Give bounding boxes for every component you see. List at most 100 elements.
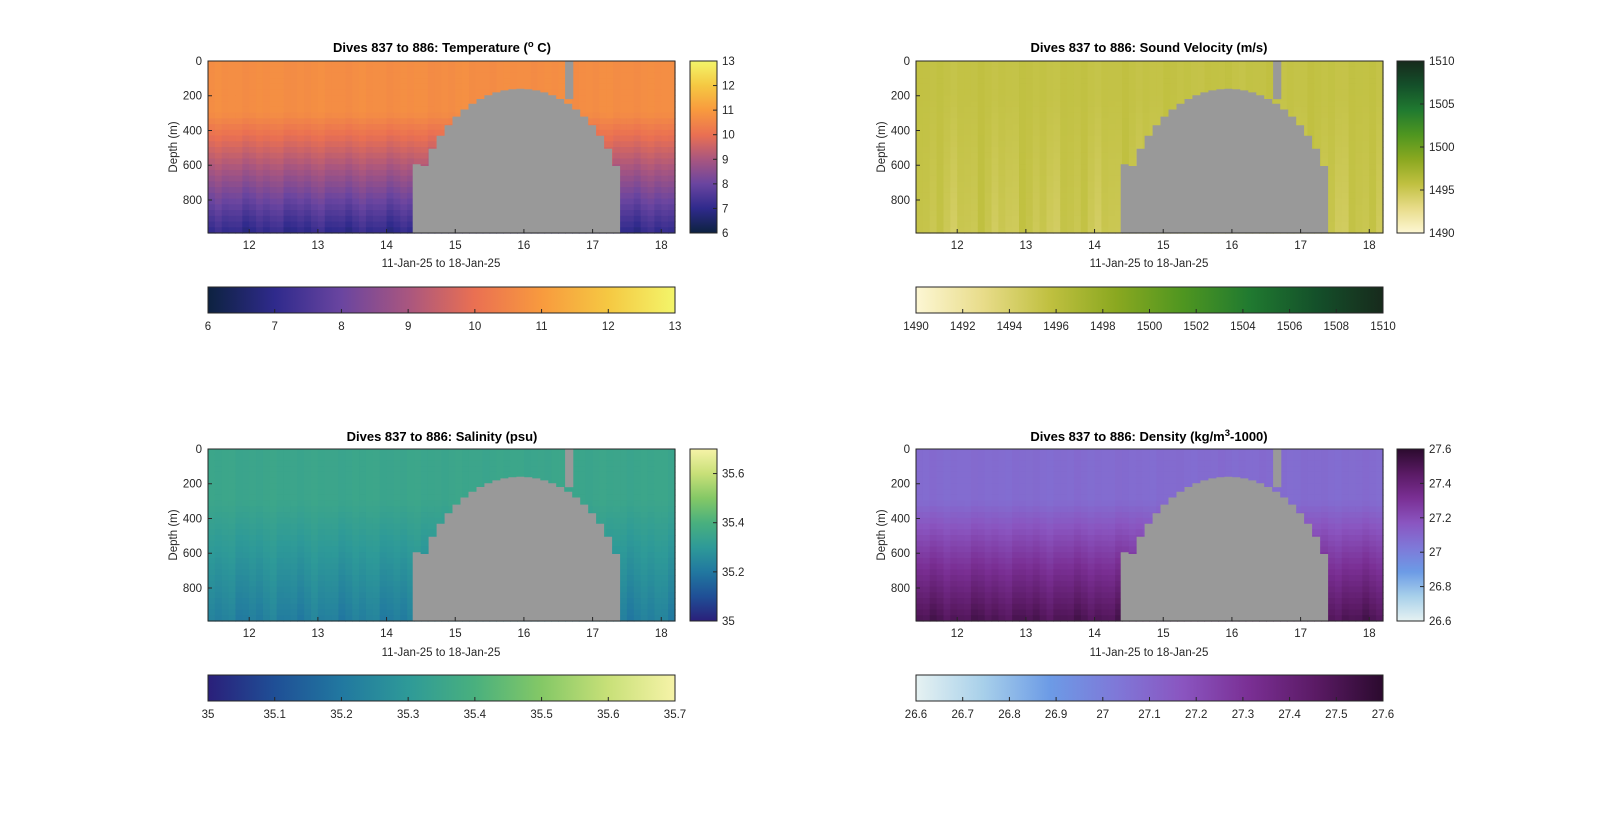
temperature-heatmap-cell (386, 118, 395, 125)
temperature-heatmap-cell (386, 89, 395, 96)
temperature-heatmap-cell (620, 204, 628, 211)
temperature-heatmap-cell (242, 72, 250, 79)
salinity-heatmap-cell (208, 535, 216, 542)
temperature-heatmap-cell (304, 106, 312, 114)
sound-velocity-heatmap-cell (1012, 158, 1020, 165)
salinity-heatmap-cell (256, 546, 264, 553)
salinity-heatmap-cell (262, 454, 271, 462)
temperature-heatmap-cell (599, 61, 607, 68)
sound-velocity-heatmap-cell (929, 124, 938, 131)
sound-velocity-heatmap-cell (984, 106, 993, 114)
sound-velocity-heatmap-cell (929, 83, 938, 91)
temperature-heatmap-cell (235, 129, 243, 137)
sound-velocity-panel: Dives 837 to 886: Sound Velocity (m/s) 1… (876, 40, 1455, 333)
sound-velocity-heatmap-cell (1053, 106, 1061, 114)
sound-velocity-heatmap-cell (1039, 181, 1048, 188)
salinity-heatmap-cell (214, 535, 223, 542)
temperature-heatmap-cell (304, 61, 312, 68)
sound-velocity-heatmap-cell (1252, 83, 1260, 91)
temperature-heatmap-cell (613, 78, 621, 85)
sound-velocity-heatmap-cell (998, 210, 1006, 217)
salinity-heatmap-cell (276, 540, 285, 548)
sound-velocity-heatmap-cell (991, 72, 1000, 79)
sound-velocity-heatmap-cell (1176, 72, 1185, 79)
salinity-heatmap-cell (283, 483, 292, 490)
salinity-heatmap-cell (324, 609, 333, 616)
temperature-heatmap-cell (331, 215, 340, 223)
sound-velocity-heatmap-cell (1300, 112, 1309, 119)
salinity-heatmap-cell (297, 546, 305, 553)
sound-velocity-heatmap-cell (1362, 78, 1370, 85)
temperature-heatmap-cell (221, 198, 230, 205)
temperature-heatmap-cell (626, 147, 635, 154)
sound-velocity-heatmap-cell (1128, 72, 1137, 79)
temperature-heatmap-cell (414, 135, 422, 142)
temperature-x-tick-label: 18 (655, 240, 668, 252)
sound-velocity-heatmap-cell (1341, 61, 1350, 68)
sound-velocity-heatmap-cell (1341, 152, 1350, 160)
temperature-heatmap-cell (668, 204, 676, 211)
sound-velocity-heatmap-cell (1087, 169, 1096, 177)
sound-velocity-heatmap-cell (977, 83, 986, 91)
sound-velocity-heatmap-cell (964, 192, 972, 200)
temperature-heatmap-cell (654, 66, 662, 74)
salinity-heatmap-cell (372, 615, 381, 622)
sound-velocity-heatmap-cell (1046, 72, 1054, 79)
temperature-heatmap-cell (324, 181, 333, 188)
temperature-heatmap-cell (633, 112, 642, 119)
temperature-heatmap-cell (221, 83, 230, 91)
sound-velocity-heatmap-cell (1341, 101, 1350, 108)
sound-velocity-heatmap-cell (970, 124, 979, 131)
temperature-heatmap-cell (427, 135, 436, 142)
temperature-heatmap-cell (359, 147, 367, 154)
temperature-heatmap-cell (448, 83, 456, 91)
temperature-heatmap-cell (317, 89, 326, 96)
sound-velocity-heatmap-cell (1094, 129, 1103, 137)
temperature-heatmap-cell (338, 175, 346, 182)
temperature-heatmap-cell (647, 83, 655, 91)
sound-velocity-heatmap-cell (1328, 215, 1336, 223)
salinity-heatmap-cell (317, 598, 326, 605)
temperature-heatmap-cell (249, 152, 257, 160)
temperature-heatmap-cell (338, 147, 346, 154)
sound-velocity-heatmap-cell (943, 147, 951, 154)
sound-velocity-heatmap-cell (1005, 181, 1013, 188)
temperature-heatmap-cell (324, 106, 333, 114)
temperature-heatmap-cell (372, 169, 381, 177)
temperature-heatmap-cell (331, 204, 340, 211)
sound-velocity-heatmap-cell (1005, 192, 1013, 200)
sound-velocity-heatmap-cell (1128, 61, 1137, 68)
sound-velocity-heatmap-cell (1376, 169, 1384, 177)
temperature-heatmap-cell (626, 61, 635, 68)
sound-velocity-heatmap-cell (977, 61, 986, 68)
temperature-heatmap-cell (668, 83, 676, 91)
sound-velocity-heatmap-cell (950, 61, 958, 68)
temperature-heatmap-cell (606, 101, 614, 108)
temperature-heatmap-cell (592, 78, 601, 85)
sound-velocity-heatmap-cell (957, 124, 965, 131)
temperature-heatmap-cell (208, 192, 216, 200)
temperature-heatmap-cell (468, 95, 477, 102)
salinity-heatmap-cell (345, 454, 353, 462)
temperature-heatmap-cell (427, 61, 436, 68)
temperature-heatmap-cell (654, 221, 662, 228)
salinity-heatmap-cell (262, 552, 271, 559)
sound-velocity-heatmap-cell (1019, 101, 1027, 108)
salinity-heatmap-cell (208, 454, 216, 462)
sound-velocity-heatmap-cell (943, 164, 951, 171)
sound-velocity-heatmap-cell (1087, 118, 1096, 125)
temperature-heatmap-cell (475, 83, 484, 91)
temperature-heatmap-cell (613, 141, 621, 148)
temperature-y-tick-label: 800 (183, 195, 202, 207)
temperature-heatmap-cell (400, 118, 408, 125)
sound-velocity-heatmap-cell (1279, 101, 1288, 108)
sound-velocity-heatmap-cell (991, 101, 1000, 108)
sound-velocity-heatmap-cell (1108, 169, 1116, 177)
temperature-heatmap-cell (386, 192, 395, 200)
salinity-heatmap-cell (276, 460, 285, 467)
sound-velocity-heatmap-cell (1039, 141, 1048, 148)
salinity-heatmap-cell (249, 557, 257, 565)
salinity-heatmap-cell (324, 460, 333, 467)
salinity-heatmap-cell (221, 471, 230, 479)
salinity-heatmap-cell (359, 477, 367, 484)
